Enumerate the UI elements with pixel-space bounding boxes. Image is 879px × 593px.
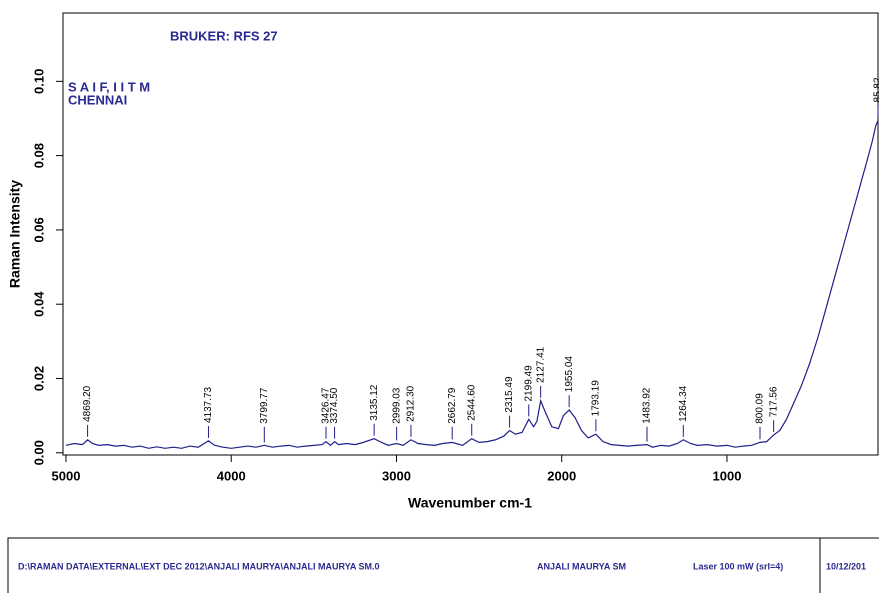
peak-label: 85.82 [873,77,879,102]
org-label: S A I F, I I T M [68,79,150,94]
peak-label: 3374.50 [329,387,340,424]
footer-path: D:\RAMAN DATA\EXTERNAL\EXT DEC 2012\ANJA… [18,561,380,571]
y-tick-label: 0.04 [31,291,46,317]
peak-label: 1483.92 [642,387,653,424]
x-tick-label: 2000 [547,468,576,483]
peak-label: 4137.73 [203,386,214,423]
peak-label: 2544.60 [466,384,477,421]
peak-label: 2315.49 [504,376,515,413]
footer-date: 10/12/201 [826,561,866,571]
peak-label: 2912.30 [406,385,417,422]
y-tick-label: 0.08 [31,143,46,168]
x-tick-label: 1000 [713,468,742,483]
spectrum-line [65,120,879,449]
peak-label: 1793.19 [591,380,602,417]
peak-label: 3799.77 [259,387,270,424]
peak-label: 4869.20 [82,385,93,422]
footer-sample: ANJALI MAURYA SM [537,561,626,571]
footer-box [7,537,879,593]
y-tick-label: 0.06 [31,217,46,242]
x-tick-label: 3000 [382,468,411,483]
peak-label: 1955.04 [564,356,575,393]
peak-label: 3135.12 [369,384,380,421]
peak-label: 717.56 [768,386,779,417]
peak-label: 2199.49 [523,365,534,402]
footer-laser: Laser 100 mW (srl=4) [693,561,783,571]
y-axis-title: Raman Intensity [7,180,23,288]
peak-label: 2999.03 [391,387,402,424]
plot-frame [62,12,879,456]
instrument-label: BRUKER: RFS 27 [170,28,278,43]
peak-label: 3426.47 [321,387,332,424]
y-tick-label: 0.10 [31,69,46,94]
peak-label: 2662.79 [447,387,458,424]
peak-label: 2127.41 [535,346,546,383]
y-tick-label: 0.02 [31,366,46,391]
x-tick-label: 4000 [217,468,246,483]
city-label: CHENNAI [68,92,127,107]
x-tick-label: 5000 [52,468,81,483]
x-axis-title: Wavenumber cm-1 [408,495,532,511]
peak-label: 1264.34 [678,385,689,422]
y-tick-label: 0.00 [31,440,46,465]
peak-label: 800.09 [755,393,766,424]
